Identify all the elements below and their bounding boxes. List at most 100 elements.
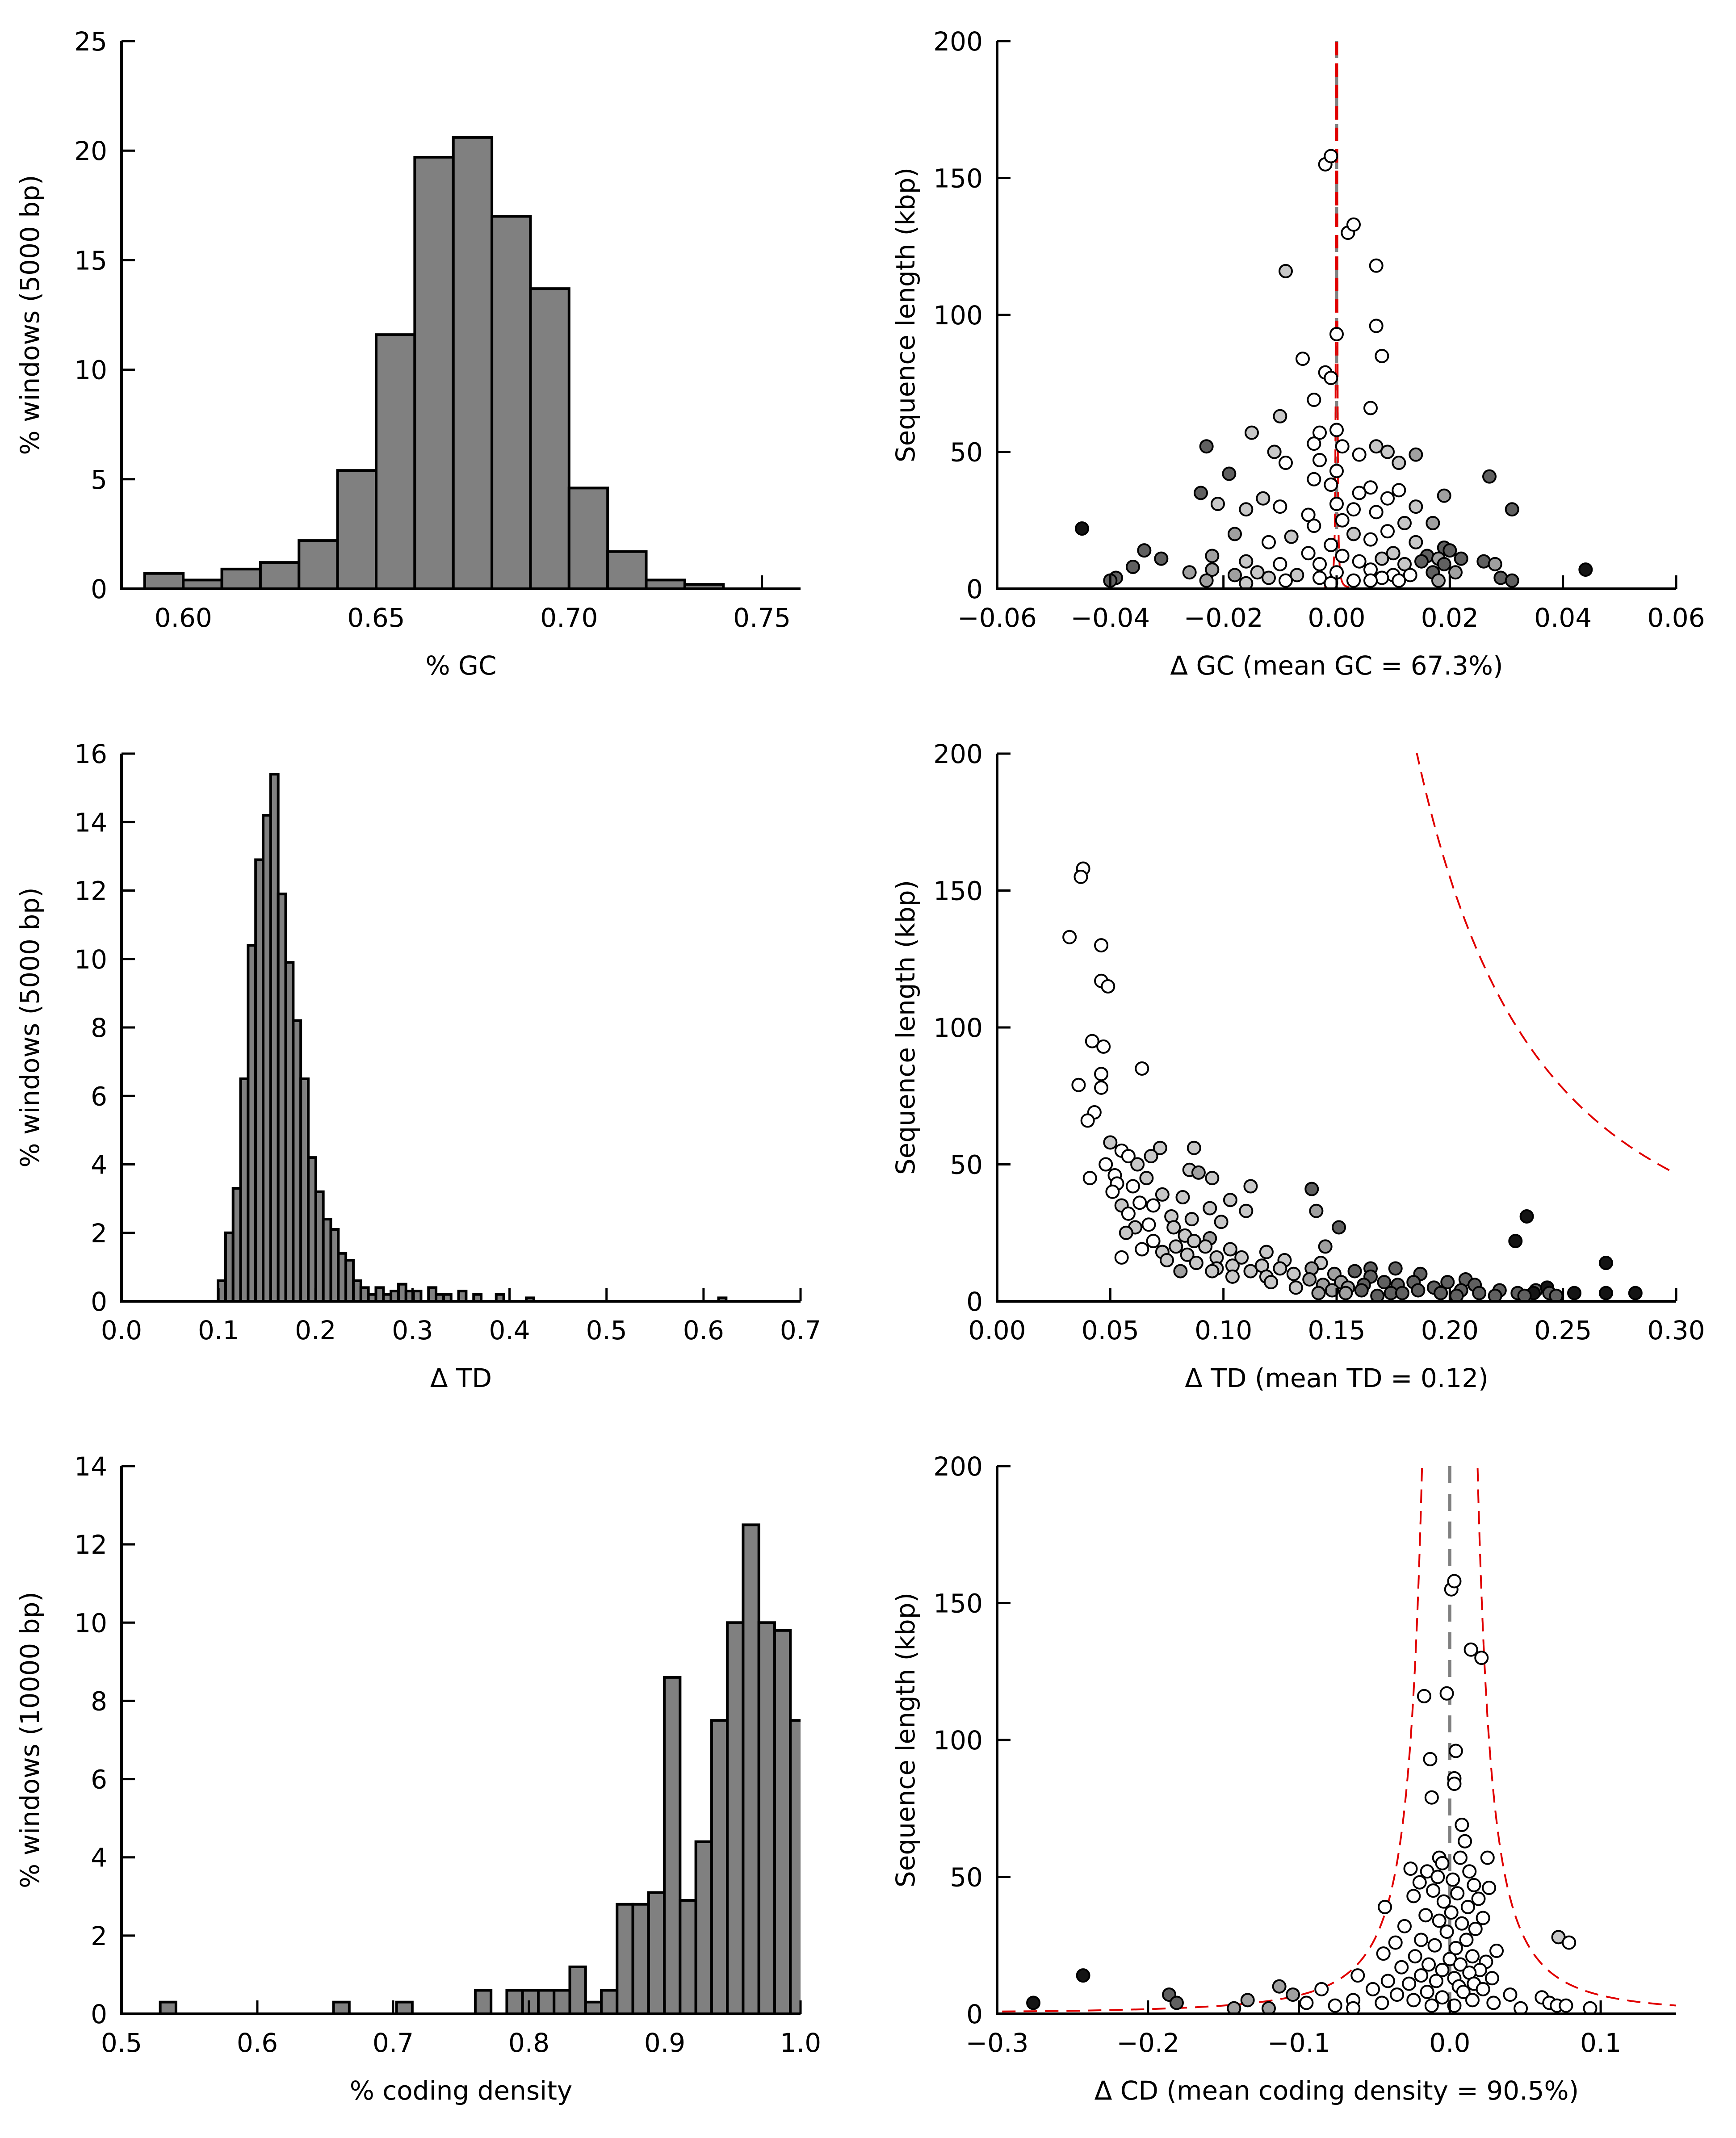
y-tick-label: 10 [74,1608,107,1638]
threshold-curve [1416,753,1676,1175]
scatter-point [1160,1253,1174,1268]
scatter-point [1503,1987,1518,2002]
chart-panel-6: −0.3 −0.2 −0.1 0.0 0.1 0 50 100 150 200 Δ CD (mean… [890,1451,1676,2106]
scatter-point [1447,1777,1462,1791]
scatter-point [1099,1157,1113,1172]
scatter-point [1468,1921,1483,1936]
scatter-point [1199,439,1214,454]
scatter-point [1392,456,1406,470]
scatter-point [1394,1960,1409,1975]
scatter-point [1314,1982,1329,1996]
histogram-bar [452,136,494,589]
scatter-point [1141,1217,1156,1232]
scatter-point [1273,1261,1287,1276]
x-tick-label: 0.02 [1421,603,1479,633]
scatter-point [1369,319,1384,333]
scatter-point [1335,513,1350,528]
y-axis-label: % windows (10000 bp) [15,1592,45,1888]
scatter-point [1482,1881,1497,1895]
histogram-bar [375,333,416,589]
scatter-point [1346,217,1361,232]
scatter-point [1434,1286,1448,1300]
histogram-bar [537,1989,556,2014]
scatter-point [1301,507,1316,522]
scatter-point [1250,565,1265,580]
x-tick-label: 0.3 [392,1315,433,1346]
y-axis-label: Sequence length (kbp) [890,1593,921,1887]
scatter-point [1578,562,1593,577]
scatter-point [1223,1242,1237,1257]
scatter-point [1488,557,1502,571]
scatter-point [1471,1891,1486,1906]
histogram-bar [457,1290,468,1301]
x-tick-label: 0.04 [1534,603,1592,633]
histogram-bar [683,583,725,589]
scatter-point [1519,1209,1534,1224]
y-tick-label: 8 [91,1013,107,1043]
scatter-point [1346,573,1361,588]
histogram-bar [679,1899,697,2014]
scatter-point [1076,1968,1090,1983]
scatter-point [1465,1949,1480,1964]
scatter-point [1628,1286,1643,1300]
threshold-curve-right [1476,1465,1676,2007]
x-tick-label: 0.15 [1308,1315,1365,1346]
y-tick-label: 200 [933,26,983,57]
scatter-point [1386,546,1401,561]
y-tick-label: 0 [91,1287,107,1317]
scatter-point [1262,570,1276,585]
scatter-point [1402,1976,1417,1991]
scatter-point [1288,1280,1303,1295]
scatter-point [1482,469,1497,484]
histogram-bar [553,1989,571,2014]
x-axis-label: Δ TD [430,1363,492,1393]
scatter-point [1324,478,1338,492]
y-tick-label: 0 [966,1999,983,2029]
y-tick-label: 10 [74,944,107,975]
histogram-bar [495,1293,505,1301]
scatter-point [1369,439,1384,454]
histogram-bar [568,1965,587,2014]
scatter-point [1153,1140,1167,1155]
x-tick-label: 0.06 [1647,603,1705,633]
histogram-bar [298,539,339,589]
scatter-point [1463,1642,1478,1657]
scatter-point [1338,1286,1353,1300]
scatter-point [1352,447,1367,462]
y-tick-label: 50 [950,437,983,468]
scatter-point [1517,1288,1532,1301]
scatter-point [1458,1834,1472,1849]
y-tick-label: 14 [74,1451,107,1482]
y-tick-label: 12 [74,1530,107,1560]
y-axis-label: Sequence length (kbp) [890,168,921,462]
y-tick-label: 16 [74,739,107,769]
scatter-point [1126,559,1140,574]
scatter-point [1273,557,1287,571]
scatter-point [1453,1957,1468,1972]
scatter-point [1273,499,1287,514]
y-tick-label: 0 [91,1999,107,2029]
scatter-point [1439,1924,1454,1939]
scatter-point [1363,532,1378,547]
x-tick-label: −0.02 [1184,603,1263,633]
scatter-point [1114,1250,1129,1265]
scatter-point [1082,1171,1097,1186]
x-tick-label: −0.2 [1116,2028,1179,2058]
x-tick-label: 0.65 [347,603,405,633]
scatter-point [1467,1878,1481,1892]
y-tick-label: 100 [933,1013,983,1043]
scatter-point [1439,1686,1454,1701]
scatter-point [1350,1968,1365,1983]
scatter-point [1435,1962,1450,1977]
scatter-point [1227,2001,1241,2014]
x-tick-label: −0.3 [966,2028,1029,2058]
scatter-point [1476,1911,1490,1925]
histogram-bar [220,567,262,589]
scatter-point [1426,1883,1441,1898]
y-tick-label: 150 [933,1589,983,1619]
scatter-point [1423,1752,1438,1766]
scatter-point [1375,1995,1389,2010]
scatter-point [1459,1933,1474,1947]
scatter-point [1380,524,1395,539]
scatter-point [1414,1933,1429,1947]
